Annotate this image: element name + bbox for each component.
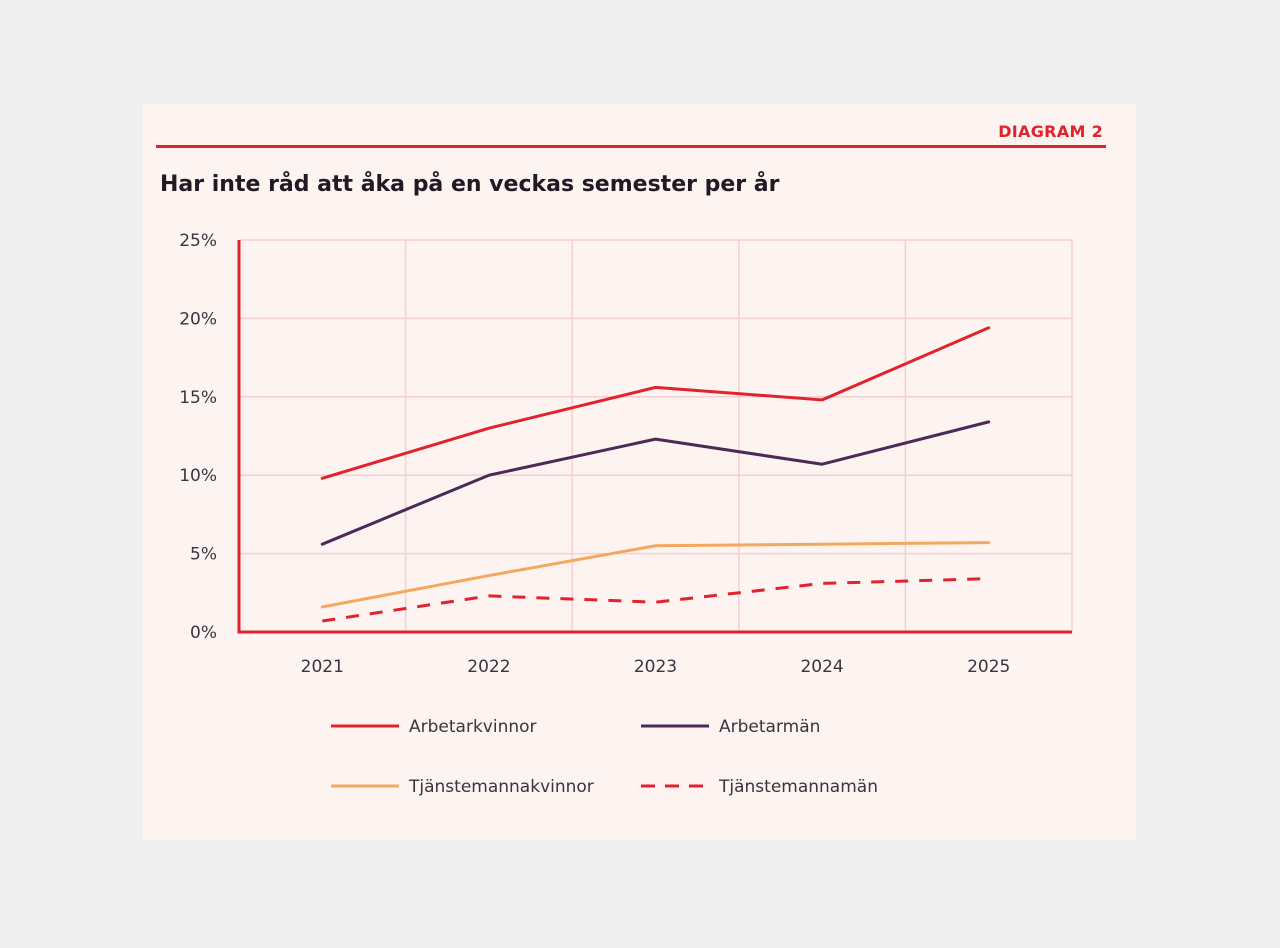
y-tick-label: 0% [190,623,217,643]
legend-item-arbetarkvinnor: Arbetarkvinnor [331,717,537,737]
legend-item-arbetarman: Arbetarmän [641,717,820,737]
x-tick-label: 2025 [967,657,1010,677]
line-chart: 0% 5% 10% 15% 20% 25% 2021 2022 2023 2024 2025 Ar… [179,231,1073,797]
legend-label: Arbetarmän [719,717,820,737]
legend-item-tjanstemannaman: Tjänstemannamän [641,777,878,797]
legend-label: Tjänstemannamän [718,777,878,797]
series-lines [320,326,991,623]
legend: Arbetarkvinnor Arbetarmän Tjänstemannakvin… [331,717,878,797]
series-line-arbetarkvinnor [320,326,991,480]
x-tick-label: 2023 [634,657,677,677]
legend-item-tjanstemannakvinnor: Tjänstemannakvinnor [331,777,594,797]
x-axis-ticks: 2021 2022 2023 2024 2025 [301,657,1011,677]
x-tick-label: 2022 [467,657,510,677]
grid-lines [239,239,1073,632]
chart-card: DIAGRAM 2 Har inte råd att åka på en vec… [143,104,1136,840]
series-line-tjanstemannakvinnor [320,541,991,609]
legend-label: Arbetarkvinnor [409,717,537,737]
y-tick-label: 25% [179,231,217,251]
y-tick-label: 5% [190,545,217,565]
x-tick-label: 2024 [800,657,843,677]
chart-title: Har inte råd att åka på en veckas semest… [160,172,780,197]
series-line-arbetarman [320,420,991,546]
header-rule [156,145,1106,148]
y-tick-label: 20% [179,309,217,329]
legend-label: Tjänstemannakvinnor [408,777,594,797]
y-tick-label: 15% [179,388,217,408]
diagram-tag: DIAGRAM 2 [998,122,1103,141]
y-axis-ticks: 0% 5% 10% 15% 20% 25% [179,231,217,643]
x-tick-label: 2021 [301,657,344,677]
axes [237,240,1072,634]
y-tick-label: 10% [179,466,217,486]
series-line-tjanstemannaman [322,577,989,623]
